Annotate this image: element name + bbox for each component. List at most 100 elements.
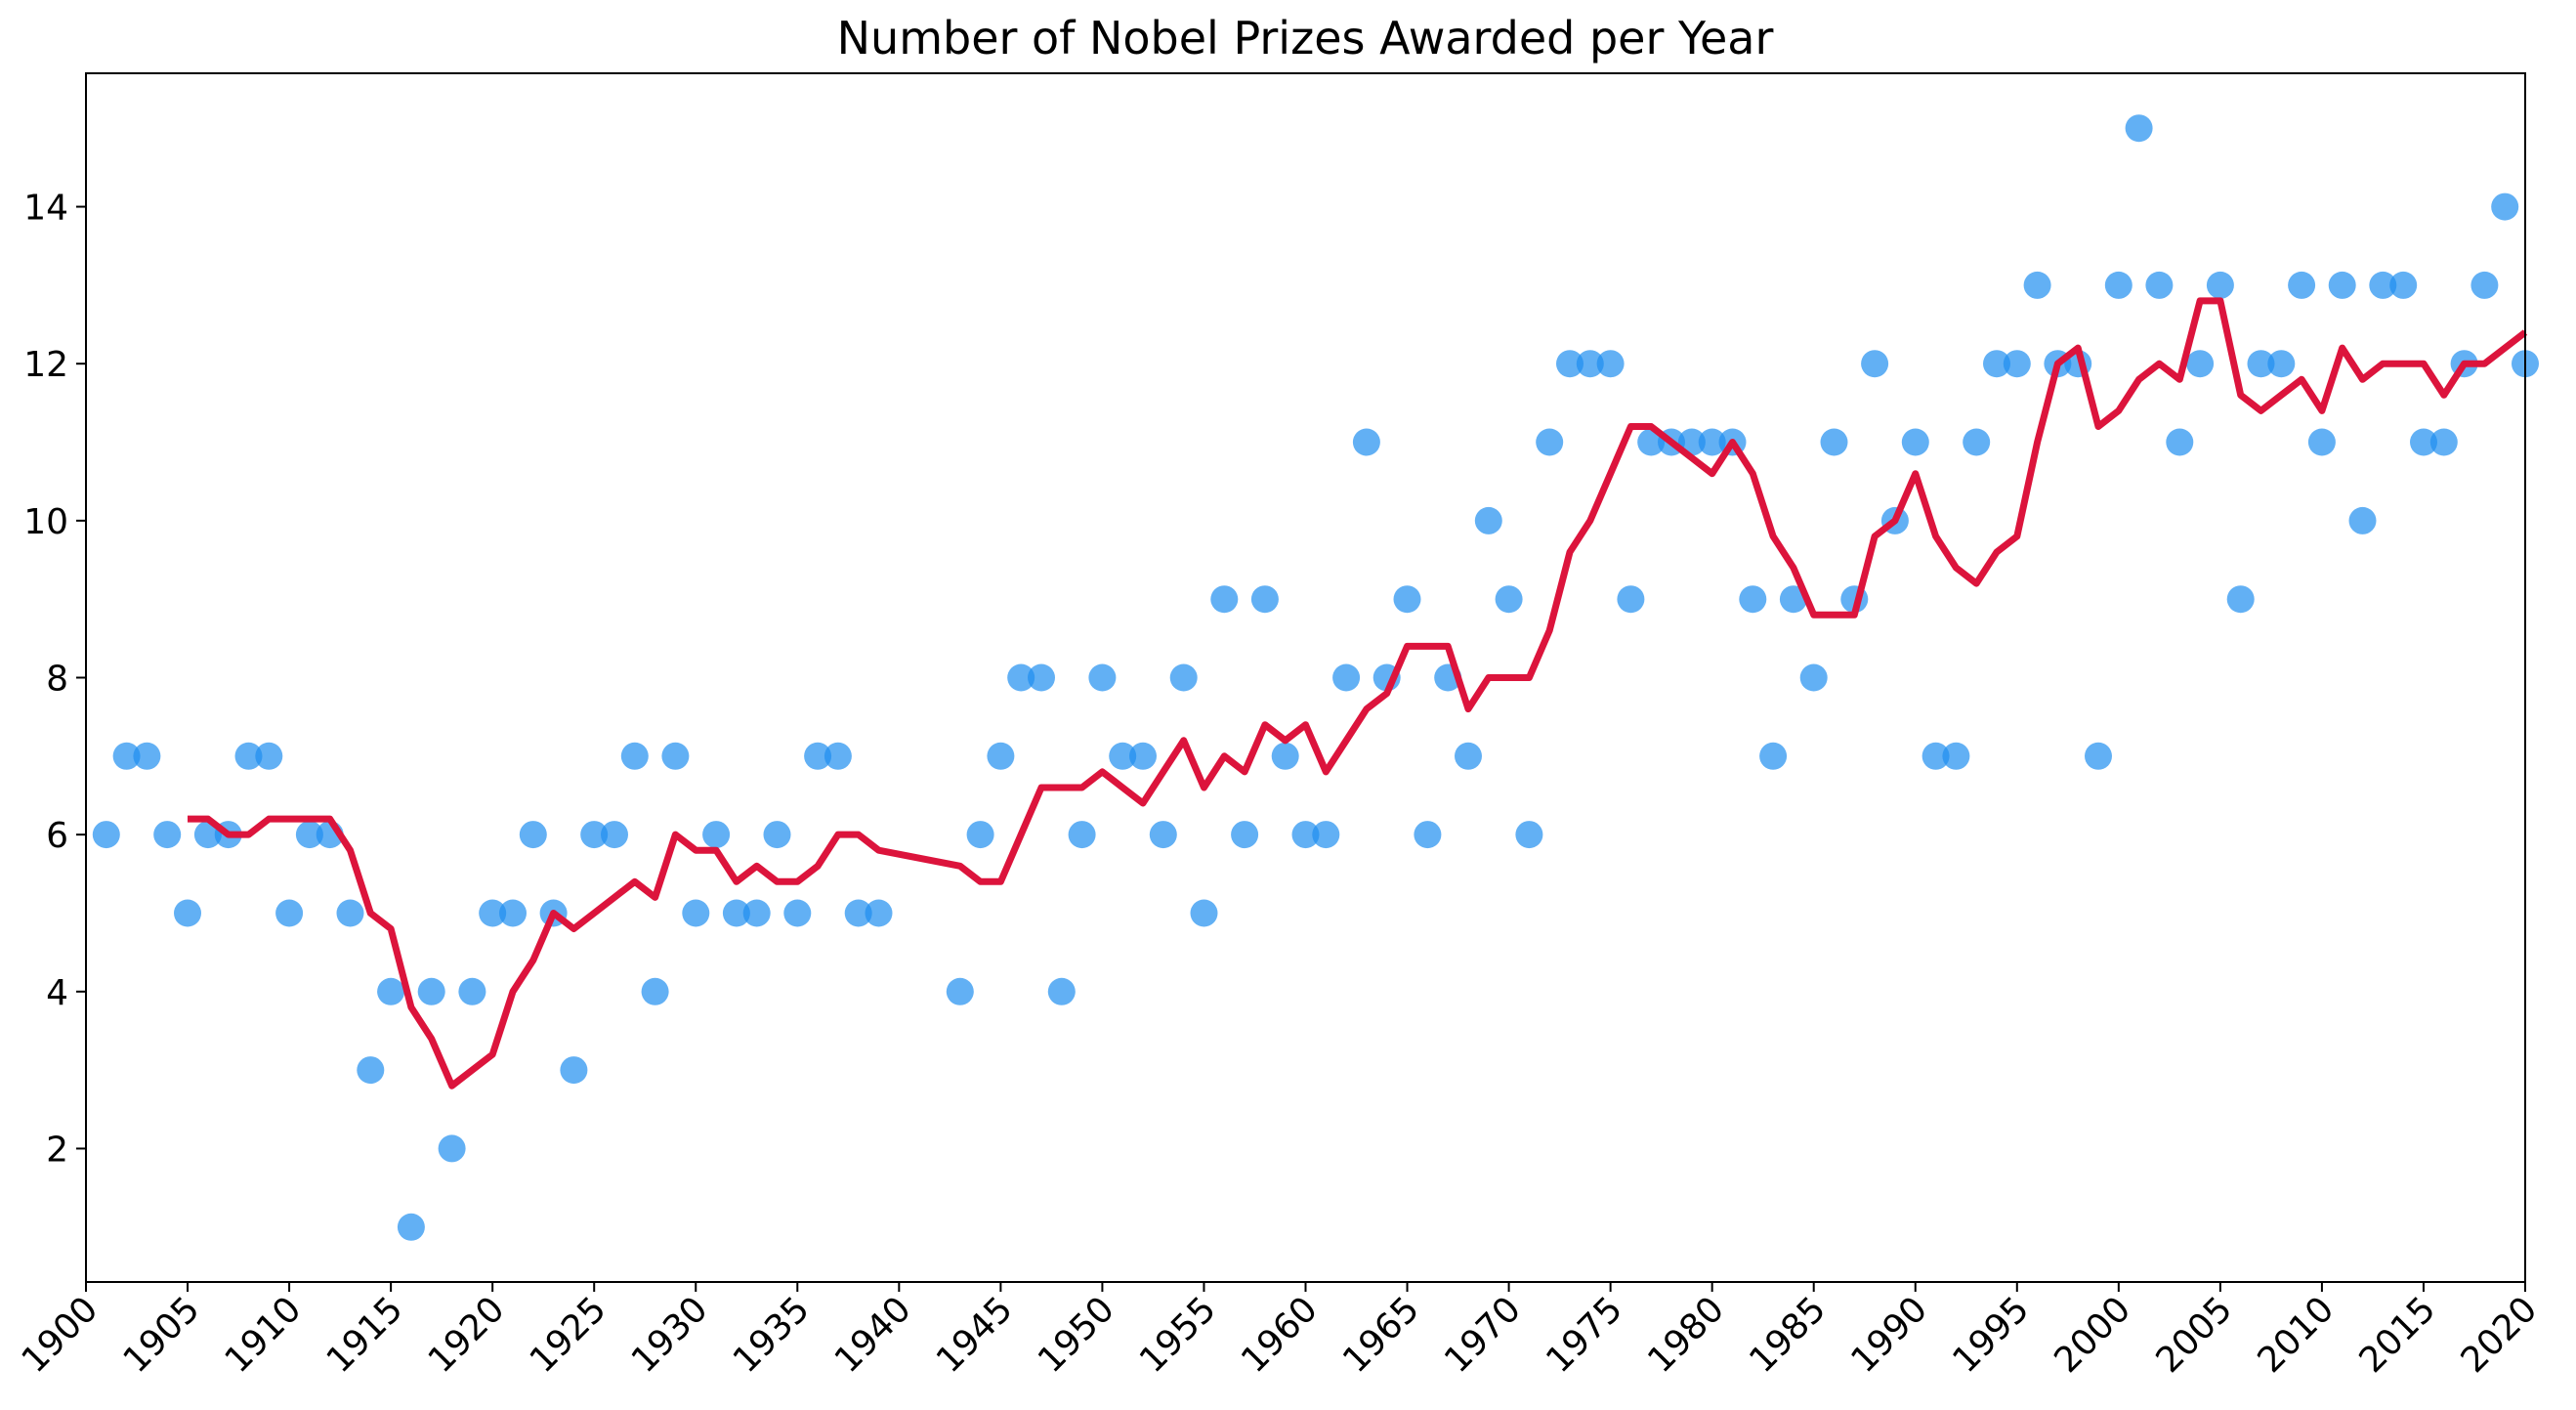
data-point [2470, 271, 2499, 299]
x-tick-label: 1945 [929, 1289, 1021, 1381]
data-point [1190, 899, 1218, 927]
data-point [1231, 821, 1259, 849]
data-point [1455, 742, 1482, 770]
x-tick-label: 1950 [1031, 1289, 1122, 1381]
data-point [275, 899, 304, 927]
y-tick-label: 12 [23, 345, 68, 385]
data-point [2429, 428, 2458, 456]
data-point [946, 977, 974, 1005]
data-point [2410, 428, 2437, 456]
data-point [1515, 821, 1543, 849]
y-tick-label: 14 [23, 189, 68, 229]
x-tick-label: 1995 [1945, 1289, 2037, 1381]
x-tick-label: 1925 [523, 1289, 614, 1381]
data-point [2348, 506, 2377, 534]
x-tick-label: 1960 [1234, 1289, 1326, 1381]
data-point [763, 821, 791, 849]
data-point [1149, 821, 1177, 849]
data-point [234, 742, 263, 770]
data-point [1698, 428, 1726, 456]
x-tick-label: 1985 [1742, 1289, 1834, 1381]
data-point [133, 742, 161, 770]
data-point [1291, 821, 1320, 849]
data-point [1474, 506, 1502, 534]
x-tick-label: 1915 [319, 1289, 411, 1381]
data-point [174, 899, 201, 927]
y-tick-label: 6 [46, 816, 68, 856]
data-point [255, 742, 283, 770]
x-tick-label: 1980 [1640, 1289, 1732, 1381]
data-point [722, 899, 750, 927]
data-point [1332, 663, 1361, 692]
data-point [661, 742, 690, 770]
data-point [1983, 350, 2010, 378]
data-point [2023, 271, 2051, 299]
data-point [1169, 663, 1198, 692]
data-point [295, 821, 323, 849]
data-point [377, 977, 405, 1005]
data-point [2166, 428, 2194, 456]
data-point [92, 821, 120, 849]
y-axis: 2 4 6 8 10 12 14 [23, 189, 86, 1170]
x-tick-label: 1920 [421, 1289, 513, 1381]
data-point [2328, 271, 2356, 299]
x-tick-label: 2010 [2251, 1289, 2343, 1381]
data-point [1007, 663, 1035, 692]
x-tick-label: 1975 [1539, 1289, 1630, 1381]
chart-title: Number of Nobel Prizes Awarded per Year [837, 12, 1774, 64]
y-tick-label: 8 [46, 660, 68, 700]
data-point [1617, 585, 1645, 614]
x-tick-label: 2005 [2148, 1289, 2240, 1381]
y-tick-label: 10 [23, 502, 68, 542]
data-point [823, 742, 852, 770]
data-point [1596, 350, 1625, 378]
x-axis: 1900 1905 1910 1915 1920 1925 1930 1935 1940 1945… [15, 1282, 2546, 1381]
data-point [1820, 428, 1848, 456]
x-tick-label: 1955 [1132, 1289, 1224, 1381]
data-point [1352, 428, 1380, 456]
data-point [1942, 742, 1970, 770]
data-point [1129, 742, 1157, 770]
data-point [1739, 585, 1767, 614]
data-point [417, 977, 445, 1005]
x-tick-label: 1965 [1335, 1289, 1427, 1381]
y-tick-label: 2 [46, 1130, 68, 1170]
x-tick-label: 2020 [2454, 1289, 2546, 1381]
data-point [641, 977, 669, 1005]
data-point [804, 742, 832, 770]
x-tick-label: 1935 [726, 1289, 818, 1381]
data-point [2003, 350, 2031, 378]
x-tick-label: 1910 [218, 1289, 310, 1381]
data-point [2104, 271, 2133, 299]
data-point [844, 899, 872, 927]
data-point [1861, 350, 1889, 378]
data-point [783, 899, 812, 927]
data-point [357, 1056, 385, 1085]
data-point [1414, 821, 1442, 849]
data-point [987, 742, 1015, 770]
x-tick-label: 2015 [2352, 1289, 2444, 1381]
data-point [1028, 663, 1055, 692]
data-point [2491, 192, 2519, 221]
data-point [1047, 977, 1076, 1005]
data-point [1393, 585, 1421, 614]
data-point [2226, 585, 2255, 614]
data-point [1109, 742, 1137, 770]
data-point [560, 1056, 588, 1085]
data-point [580, 821, 609, 849]
data-point [620, 742, 649, 770]
data-point [1088, 663, 1117, 692]
data-point [1779, 585, 1807, 614]
data-point [702, 821, 731, 849]
data-point [1921, 742, 1950, 770]
data-point [336, 899, 364, 927]
data-point [499, 899, 527, 927]
data-point [2288, 271, 2316, 299]
data-point [742, 899, 771, 927]
data-point [2206, 271, 2234, 299]
data-point [1210, 585, 1239, 614]
data-point [1901, 428, 1929, 456]
data-point [519, 821, 547, 849]
data-point [2267, 350, 2296, 378]
